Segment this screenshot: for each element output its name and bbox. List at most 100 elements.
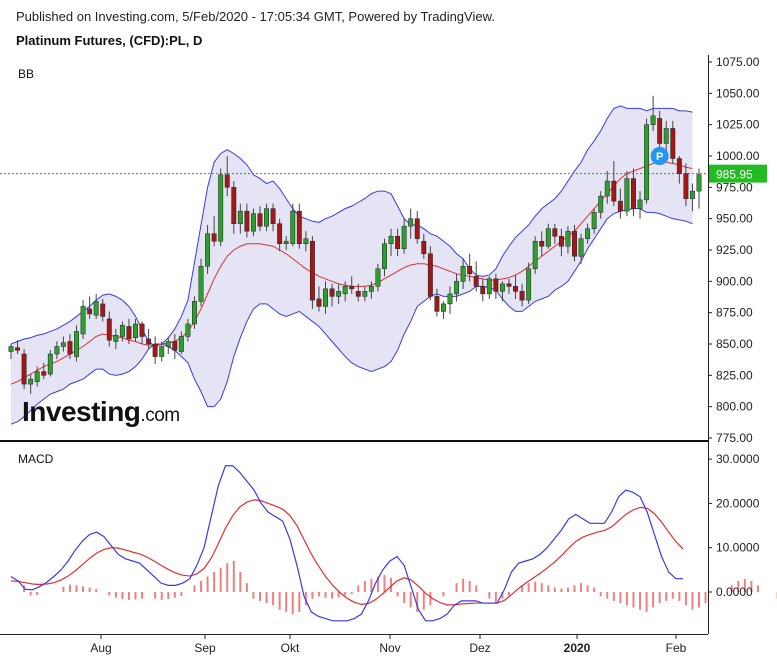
candle <box>277 218 283 252</box>
investing-logo: Investing.com <box>22 396 180 427</box>
candle <box>218 168 224 247</box>
candle <box>578 233 584 264</box>
candle <box>447 286 453 314</box>
candle <box>303 231 309 252</box>
macd-tick-label: 0.0000 <box>716 585 753 599</box>
candle <box>80 300 86 339</box>
macd-tick-label: 30.0000 <box>716 452 760 466</box>
macd-histogram-bar <box>324 592 327 598</box>
macd-histogram-bar <box>232 560 235 592</box>
candle <box>617 188 623 219</box>
macd-histogram-bar <box>36 592 39 596</box>
price-tick-label: 950.00 <box>716 212 753 226</box>
candle-down <box>683 173 689 199</box>
candle-up <box>54 346 60 355</box>
candle <box>224 156 230 197</box>
macd-histogram-bar <box>403 592 406 604</box>
candle-down <box>244 210 250 232</box>
macd-histogram-bar <box>252 592 255 599</box>
candle-down <box>296 210 302 244</box>
candle <box>257 206 263 232</box>
candle <box>119 321 125 342</box>
candle <box>362 286 368 302</box>
macd-histogram-bar <box>442 592 445 597</box>
candle <box>146 328 152 350</box>
candle-down <box>513 286 518 292</box>
macd-histogram-bar <box>704 592 707 604</box>
candle <box>8 344 14 360</box>
macd-histogram-bar <box>691 592 694 610</box>
candle-up <box>303 238 309 244</box>
candle <box>368 281 374 299</box>
last-price-label: 985.95 <box>716 168 753 182</box>
candle-up <box>499 283 505 292</box>
candle <box>624 171 630 217</box>
macd-histogram-bar <box>560 588 563 592</box>
candle-down <box>355 291 361 297</box>
macd-histogram-bar <box>193 585 196 592</box>
candle <box>270 203 276 232</box>
candle-up <box>637 199 643 209</box>
macd-histogram-bar <box>658 592 661 604</box>
macd-histogram-bar <box>62 586 65 592</box>
candle-up <box>28 378 34 385</box>
macd-histogram-bar <box>462 578 465 592</box>
candle <box>159 341 165 362</box>
candle-down <box>41 371 47 376</box>
candle-up <box>696 174 702 192</box>
macd-histogram-bar <box>114 592 117 598</box>
macd-histogram-bar <box>180 592 183 596</box>
candle-down <box>139 323 145 337</box>
macd-histogram-bar <box>455 583 458 592</box>
candle <box>591 208 597 234</box>
price-pane: 1075.00 1050.00 1025.00 1000.00 975.00 950.00… <box>0 55 767 445</box>
macd-histogram-bar <box>527 583 530 592</box>
candle <box>454 273 460 302</box>
macd-histogram-bar <box>213 572 216 592</box>
macd-histogram-bar <box>258 592 261 601</box>
candle-down <box>434 296 440 312</box>
macd-histogram-bar <box>750 580 753 592</box>
macd-histogram-bar <box>743 578 746 592</box>
candle-up <box>74 331 79 357</box>
macd-histogram-bar <box>580 583 583 592</box>
candle <box>631 168 636 217</box>
candle-up <box>119 324 125 337</box>
candle <box>657 110 663 154</box>
candle-up <box>8 346 14 352</box>
macd-histogram-bar <box>304 592 307 606</box>
macd-histogram-bar <box>344 592 347 596</box>
candle-up <box>159 346 165 357</box>
macd-histogram-bar <box>396 592 399 597</box>
candle-down <box>611 180 617 202</box>
candle-up <box>604 180 610 197</box>
price-tick-label: 925.00 <box>716 243 753 257</box>
candle <box>637 191 643 219</box>
candle <box>250 208 256 237</box>
macd-histogram-bar <box>501 592 504 599</box>
candle <box>565 226 571 254</box>
bollinger-band-fill <box>11 105 693 425</box>
macd-histogram-bar <box>488 592 491 599</box>
candle <box>473 261 479 292</box>
macd-histogram-bar <box>639 592 642 610</box>
macd-histogram-bar <box>127 592 130 600</box>
macd-histogram-bar <box>416 592 419 612</box>
candle-down <box>506 283 512 287</box>
candle-down <box>552 228 558 237</box>
pane-divider <box>0 440 708 442</box>
candle-down <box>657 118 663 144</box>
candle-down <box>100 303 106 317</box>
candle <box>585 223 591 244</box>
candle-up <box>624 178 630 212</box>
candle-up <box>362 291 368 297</box>
macd-histogram-bar <box>82 586 85 592</box>
macd-histogram-bar <box>311 592 314 599</box>
candle-up <box>663 128 669 144</box>
candle-up <box>441 303 446 312</box>
candle-up <box>408 218 414 227</box>
candle <box>15 340 21 355</box>
candle-up <box>375 268 381 287</box>
candle <box>349 276 355 294</box>
